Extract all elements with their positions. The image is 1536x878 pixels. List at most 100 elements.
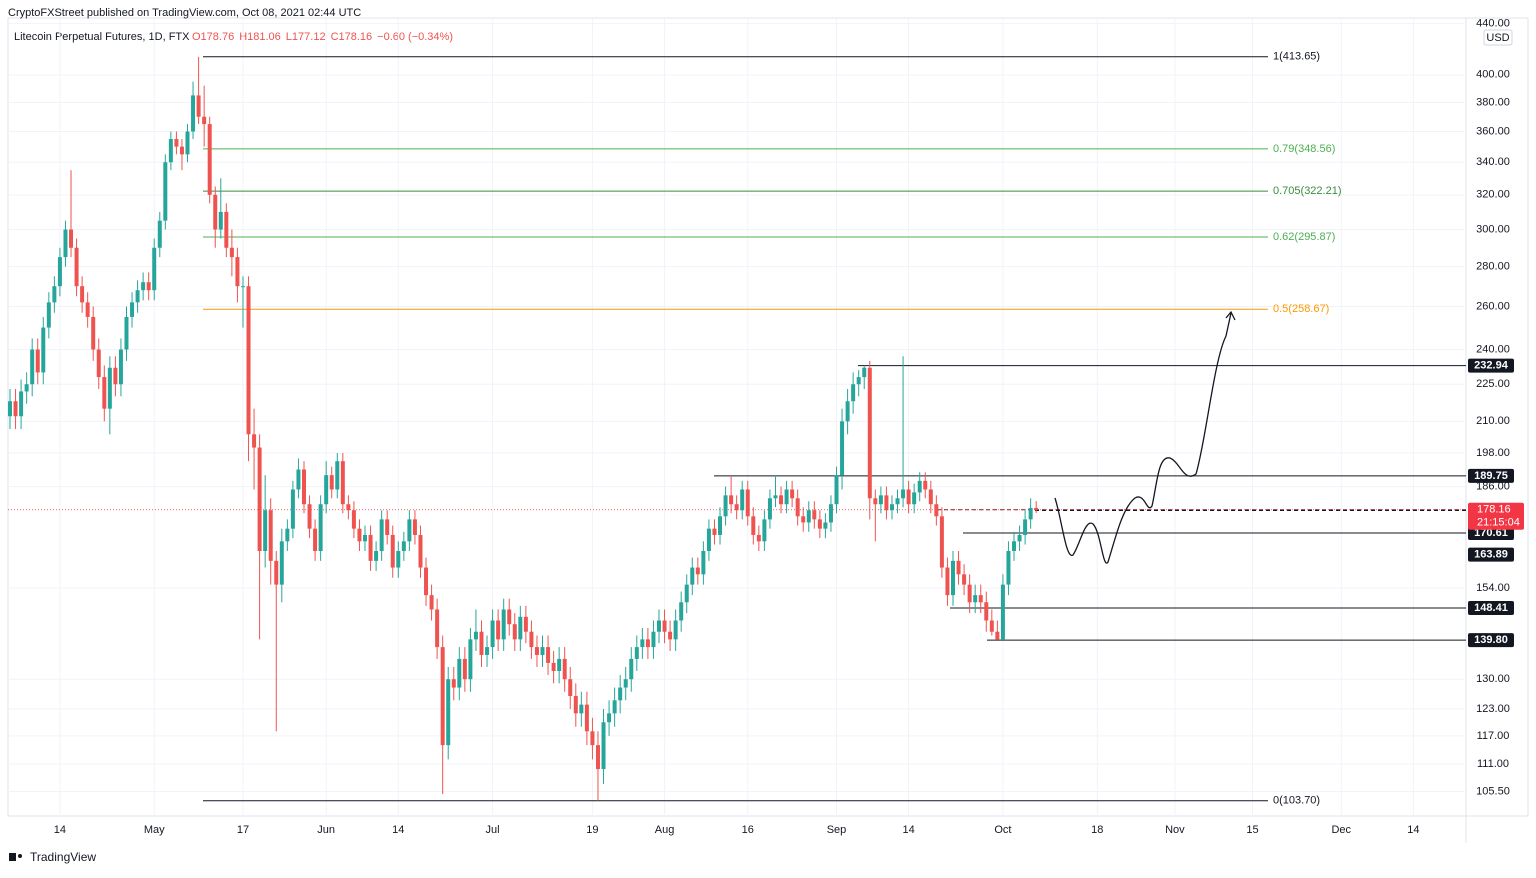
candle-body bbox=[118, 349, 123, 385]
candle-body bbox=[424, 567, 429, 596]
candle-body bbox=[673, 620, 678, 640]
candle-body bbox=[457, 658, 462, 688]
candle-body bbox=[80, 286, 85, 303]
candle-body bbox=[923, 480, 928, 490]
candle-body bbox=[396, 551, 401, 568]
candle-body bbox=[828, 504, 833, 523]
candle-body bbox=[274, 560, 279, 585]
candle-body bbox=[756, 534, 761, 542]
candle-body bbox=[745, 489, 750, 517]
candle-body bbox=[507, 609, 512, 625]
candle-body bbox=[268, 510, 273, 561]
candle-body bbox=[351, 510, 356, 529]
x-tick-label: Dec bbox=[1331, 824, 1351, 836]
publisher: CryptoFXStreet published on TradingView.… bbox=[8, 7, 361, 19]
candle-body bbox=[191, 95, 196, 132]
candle-body bbox=[512, 624, 517, 640]
candle-body bbox=[91, 316, 96, 350]
y-tick-label: 123.00 bbox=[1476, 703, 1510, 715]
candle-body bbox=[962, 574, 967, 585]
candle-body bbox=[490, 620, 495, 648]
x-tick-label: Sep bbox=[827, 824, 847, 836]
candle-body bbox=[956, 560, 961, 575]
candle-body bbox=[534, 647, 539, 655]
candle-body bbox=[584, 704, 589, 732]
candle-body bbox=[568, 679, 573, 697]
candle-body bbox=[1006, 551, 1011, 585]
candle-body bbox=[645, 639, 650, 648]
level-label: 148.41 bbox=[1474, 602, 1508, 614]
candle-body bbox=[629, 658, 634, 680]
y-tick-label: 154.00 bbox=[1476, 582, 1510, 594]
candle-body bbox=[102, 377, 107, 409]
candle-body bbox=[124, 316, 129, 350]
candle-body bbox=[767, 498, 772, 520]
y-tick-label: 360.00 bbox=[1476, 125, 1510, 137]
candle-body bbox=[601, 722, 606, 770]
candle-body bbox=[867, 367, 872, 499]
candle-body bbox=[945, 567, 950, 596]
candle-body bbox=[451, 679, 456, 688]
candle-body bbox=[74, 247, 79, 287]
candle-body bbox=[995, 631, 1000, 640]
candle-body bbox=[446, 679, 451, 746]
candle-body bbox=[901, 489, 906, 499]
candle-body bbox=[984, 602, 989, 621]
candle-body bbox=[840, 421, 845, 476]
candle-body bbox=[368, 534, 373, 561]
level-box bbox=[1468, 633, 1514, 648]
candle-body bbox=[817, 519, 822, 529]
candle-body bbox=[85, 302, 90, 317]
candle-body bbox=[52, 286, 57, 303]
candle-body bbox=[973, 595, 978, 603]
candle-body bbox=[346, 504, 351, 511]
candle-body bbox=[257, 447, 262, 552]
candle-body bbox=[113, 367, 118, 385]
candle-body bbox=[812, 510, 817, 520]
chart-frame bbox=[7, 17, 1529, 817]
candle-body bbox=[1000, 584, 1005, 640]
candle-body bbox=[529, 631, 534, 648]
candle-body bbox=[573, 696, 578, 714]
candle-body bbox=[46, 302, 51, 328]
candle-body bbox=[668, 631, 673, 640]
fib-label: 0.79(348.56) bbox=[1273, 143, 1335, 155]
candle-body bbox=[107, 367, 112, 409]
candle-body bbox=[906, 489, 911, 505]
candle-body bbox=[152, 247, 157, 291]
candle-body bbox=[340, 461, 345, 505]
currency-box[interactable] bbox=[1483, 29, 1513, 46]
ohlc-value: L177.12 bbox=[286, 31, 326, 43]
candle-body bbox=[496, 620, 501, 640]
logo-icon-dot bbox=[18, 854, 22, 858]
candle-body bbox=[862, 367, 867, 378]
candle-body bbox=[1034, 507, 1039, 510]
last-price-box bbox=[1468, 502, 1524, 530]
candle-body bbox=[412, 519, 417, 535]
candle-body bbox=[684, 584, 689, 603]
candle-body bbox=[313, 528, 318, 552]
candle-body bbox=[579, 704, 584, 714]
candle-body bbox=[939, 516, 944, 568]
brand: TradingView bbox=[30, 850, 96, 864]
fib-label: 1(413.65) bbox=[1273, 51, 1320, 63]
x-tick-label: 17 bbox=[237, 824, 249, 836]
candle-body bbox=[889, 504, 894, 511]
candle-body bbox=[557, 658, 562, 671]
candle-body bbox=[773, 495, 778, 499]
candle-body bbox=[895, 498, 900, 505]
level-box bbox=[1468, 468, 1514, 483]
candle-body bbox=[63, 229, 68, 258]
candle-body bbox=[157, 220, 162, 248]
y-tick-label: 111.00 bbox=[1477, 758, 1509, 770]
x-tick-label: 19 bbox=[586, 824, 598, 836]
y-tick-label: 300.00 bbox=[1476, 223, 1510, 235]
candle-body bbox=[224, 211, 229, 248]
candle-body bbox=[656, 620, 661, 632]
candle-body bbox=[651, 631, 656, 648]
level-label: 139.80 bbox=[1474, 634, 1508, 646]
candle-body bbox=[163, 162, 168, 221]
candle-body bbox=[912, 492, 917, 505]
candle-body bbox=[851, 384, 856, 402]
logo-icon bbox=[9, 853, 16, 861]
